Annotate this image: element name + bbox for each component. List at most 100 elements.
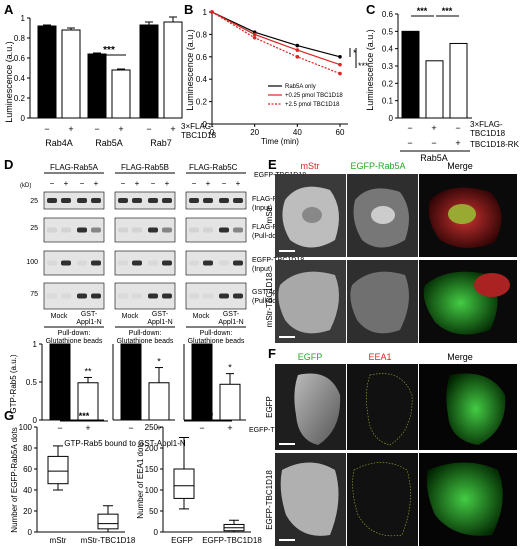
panel-d-mock-0: Mock: [51, 313, 68, 320]
panel-a-sign-6: +: [170, 124, 175, 134]
panel-label-e: E: [268, 157, 277, 172]
panel-d-sign-0-1: +: [64, 179, 69, 188]
panel-d-row-1b: (Input): [252, 205, 272, 212]
panel-d-sign-1-3: +: [165, 179, 170, 188]
panel-c-group: Rab5A: [420, 153, 448, 163]
panel-d-band-2-2-0: [189, 260, 199, 266]
panel-d-band-2-2-2: [219, 260, 229, 266]
panel-g-right-ytick-label-2: 100: [145, 486, 159, 495]
panel-d-band-2-1-3: [233, 227, 243, 233]
panel-d-row-3b: (Input): [252, 266, 272, 273]
panel-f-r2-eea1-image: [347, 453, 418, 546]
panel-e-row-mstr-tbc1d18: mStr-TBC1D18: [265, 272, 274, 327]
panel-c-row1-label-2: TBC1D18: [470, 129, 506, 138]
panel-b-xtick-label-3: 60: [336, 128, 345, 137]
panel-e-r2-egfp-cell: [350, 271, 409, 334]
panel-c-ytick-label-3: 0.3: [382, 62, 394, 71]
panel-d-blot-1-1: [114, 217, 176, 243]
panel-g-right-ytick-label-3: 150: [145, 465, 159, 474]
panel-a-ytick-label-3: 0.6: [14, 54, 26, 63]
panel-d-band-2-3-2: [219, 293, 229, 299]
panel-b-ytick-label-0: 0: [203, 120, 208, 129]
panel-g-right-ytick-label-4: 200: [145, 444, 159, 453]
panel-d-row-2a: FLAG-Rab5: [252, 224, 289, 231]
panel-d-bar-1-0: [120, 343, 142, 421]
panel-d-head-2: FLAG-Rab5B: [121, 163, 169, 172]
panel-a-bar-3: [111, 69, 131, 119]
panel-d-mw-1: 25: [30, 198, 38, 205]
panel-b-point-0-3: [338, 55, 342, 59]
panel-d-head-3: FLAG-Rab5C: [189, 163, 238, 172]
panel-f-r2-merge-cell: [426, 462, 503, 536]
panel-d-band-1-1-1: [132, 227, 142, 233]
panel-d-band-1-3-1: [132, 293, 142, 299]
panel-a-ytick-label-0: 0: [21, 114, 26, 123]
panel-d-band-1-0-0: [118, 198, 128, 203]
panel-d-mock-2: Mock: [193, 313, 210, 320]
panel-d-mw-3: 100: [26, 259, 38, 266]
panel-d-band-1-2-3: [162, 260, 172, 266]
panel-g-right-ytick-label-5: 250: [145, 423, 159, 432]
panel-b-series-2: [211, 11, 341, 75]
panel-d-blot-2-0: [185, 191, 247, 210]
panel-d-head-1: FLAG-Rab5A: [50, 163, 99, 172]
panel-b-ytick-label-2: 0.4: [196, 75, 208, 84]
panel-b-xtick-label-1: 20: [250, 128, 259, 137]
panel-e-r2-merge-red-region: [474, 273, 510, 297]
panel-c-bar-0: [401, 30, 420, 119]
panel-b-point-2-3: [338, 71, 342, 76]
panel-d-band-0-0-1: [61, 198, 71, 203]
panel-g-right-x-2: EGFP-TBC1D18: [202, 536, 262, 545]
panel-b-sig-2: ***: [358, 61, 369, 71]
panel-d-blots: FLAG-Rab5A FLAG-Rab5B FLAG-Rab5C EGFP-TB…: [9, 163, 306, 448]
panel-f-r2-egfp-cell: [280, 462, 339, 536]
panel-d-blot-1-0: [114, 191, 176, 210]
panel-d-band-0-3-1: [61, 293, 71, 299]
panel-b-point-2-2: [295, 55, 300, 59]
panel-d-band-1-2-0: [118, 260, 128, 266]
panel-d-band-2-1-1: [203, 227, 213, 233]
panel-e-col-egfp-rab5a: EGFP-Rab5A: [350, 161, 405, 171]
panel-c-ytick-label-1: 0.1: [382, 97, 394, 106]
panel-f-r1-eea1-image: [347, 364, 418, 450]
panel-g-left-x-2: mStr-TBC1D18: [81, 536, 136, 545]
panel-a-ylabel: Luminescence (a.u.): [4, 41, 14, 123]
panel-d-band-0-2-2: [77, 260, 87, 266]
panel-a-group-rab7: Rab7: [150, 138, 172, 148]
panel-label-g: G: [4, 408, 14, 423]
panel-d-row-1a: FLAG-Rab5: [252, 196, 289, 203]
panel-d-bar-sig-1: *: [157, 357, 161, 367]
panel-d-blot-0-0: [43, 191, 105, 210]
panel-d-band-1-1-3: [162, 227, 172, 233]
panel-b-point-1-3: [338, 62, 342, 67]
panel-c-row2-label: TBC1D18-RK: [470, 140, 520, 149]
panel-b-chart: Luminescence (a.u.) 0 0.2 0.4 0.6 0.8 1 0 20 40 6…: [185, 8, 369, 146]
panel-e-r1-merge-overlap: [448, 204, 476, 224]
panel-d-mw-2: 25: [30, 225, 38, 232]
panel-d-band-2-1-2: [219, 227, 229, 233]
panel-g-left-box-1: [97, 513, 119, 530]
panel-f-col-egfp: EGFP: [298, 352, 323, 362]
panel-c-ytick-label-6: 0.6: [382, 10, 394, 19]
panel-d-band-0-0-2: [77, 198, 87, 203]
panel-d-band-0-2-3: [91, 260, 101, 266]
panel-g-right-ytick-label-1: 50: [149, 507, 158, 516]
panel-d-bar-sig-0: **: [84, 366, 92, 376]
panel-d-row-4b: (Pull-down): [252, 298, 287, 305]
panel-d-bar-2-1: [219, 383, 241, 421]
panel-d-band-1-2-2: [148, 260, 158, 266]
panel-d-bar-1-1: [148, 382, 170, 421]
panel-c-sig-2: ***: [442, 6, 453, 16]
panel-d-band-1-3-2: [148, 293, 158, 299]
panel-d-band-1-1-2: [148, 227, 158, 233]
panel-g-left-ytick-label-1: 20: [23, 507, 32, 516]
panel-d-band-1-0-3: [162, 198, 172, 203]
panel-d-band-2-3-1: [203, 293, 213, 299]
panel-c-sig-1: ***: [417, 6, 428, 16]
panel-a-chart: Luminescence (a.u.) 0 0.2 0.4 0.6 0.8 1 − + −…: [4, 14, 217, 148]
panel-b-ylabel: Luminescence (a.u.): [185, 29, 195, 111]
panel-d-row-4a: GST-Appl1-N: [252, 289, 294, 296]
panel-g-left-ytick-label-3: 60: [23, 465, 32, 474]
panel-a-ytick-label-5: 1: [21, 14, 26, 23]
